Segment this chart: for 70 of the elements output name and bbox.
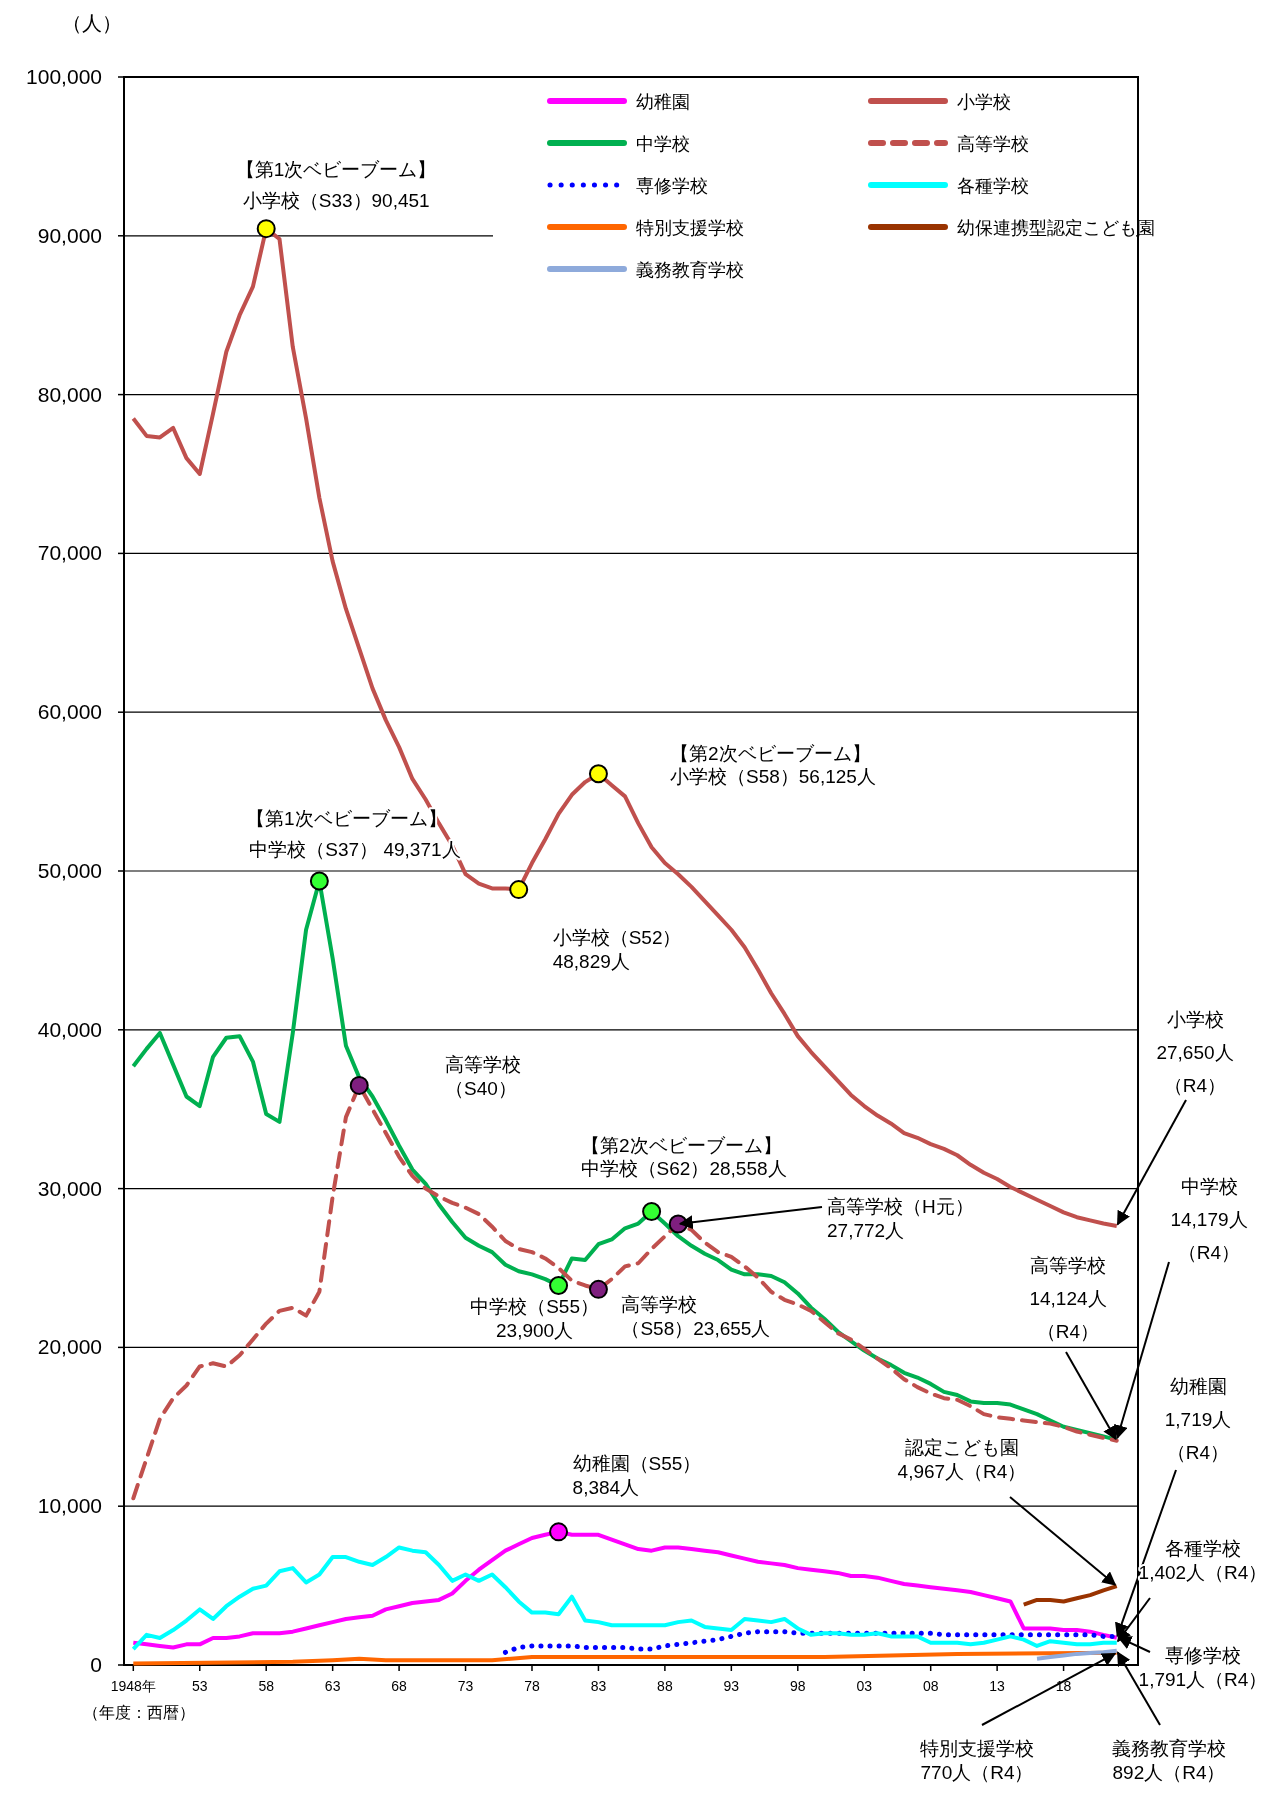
legend-label: 各種学校 [957, 176, 1029, 196]
annotation: 高等学校（S40） [445, 1054, 521, 1099]
annotation: 小学校（S58）56,125人 [670, 766, 876, 787]
x-tick-label: 13 [989, 1678, 1006, 1694]
annotation: 幼稚園1,719人（R4） [1164, 1376, 1232, 1463]
point [588, 1279, 608, 1299]
y-tick-label: 0 [90, 1653, 102, 1676]
x-tick-label: 78 [524, 1678, 540, 1694]
legend-label: 特別支援学校 [636, 218, 744, 238]
x-tick-label: 63 [324, 1678, 341, 1694]
annotation: 各種学校1,402人（R4） [1138, 1538, 1268, 1583]
line-series [131, 1650, 1119, 1666]
legend-label: 小学校 [957, 92, 1011, 112]
annotation: 【第2次ベビーブーム】 [670, 743, 871, 764]
line-series [1021, 1584, 1119, 1607]
point [256, 219, 276, 239]
x-tick-label: 98 [790, 1678, 806, 1694]
annotation: 高等学校（S58）23,655人 [621, 1294, 771, 1340]
point [349, 1075, 369, 1095]
line-series [1035, 1648, 1119, 1661]
x-tick-label: 18 [1055, 1678, 1072, 1694]
annotation: 【第2次ベビーブーム】 [581, 1135, 782, 1156]
y-tick-label: 70,000 [37, 541, 102, 565]
annotation: 小学校（S33）90,451 [242, 189, 430, 211]
annotation: 認定こども園4,967人（R4） [897, 1437, 1027, 1482]
x-tick-label: 58 [258, 1678, 275, 1694]
annotation: 中学校（S55）23,900人 [470, 1296, 599, 1342]
x-tick-label: 03 [856, 1678, 873, 1694]
legend-label: 高等学校 [957, 134, 1029, 154]
annotation: 幼稚園（S55）8,384人 [572, 1452, 702, 1498]
annotation: 高等学校（H元）27,772人 [827, 1196, 974, 1241]
legend-label: 中学校 [636, 134, 690, 154]
y-tick-label: 40,000 [37, 1017, 102, 1041]
x-tick-label: 88 [657, 1678, 673, 1694]
annotation: 専修学校1,791人（R4） [1138, 1645, 1268, 1690]
x-tick-label: 68 [391, 1678, 408, 1694]
annotation: 【第1次ベビーブーム】 [246, 808, 447, 829]
annotation: 【第1次ベビーブーム】 [235, 159, 437, 180]
y-tick-label: 100,000 [26, 65, 102, 88]
point [549, 1275, 569, 1295]
point [642, 1202, 662, 1221]
x-tick-label: 73 [457, 1678, 474, 1694]
x-tick-label: 83 [590, 1678, 607, 1694]
x-tick-label: 53 [191, 1678, 208, 1694]
point [309, 871, 329, 891]
point [509, 880, 529, 900]
y-tick-label: 90,000 [37, 223, 102, 247]
y-tick-label: 10,000 [37, 1494, 102, 1518]
y-tick-label: 30,000 [37, 1176, 102, 1200]
x-tick-label: 1948年 [110, 1678, 156, 1694]
point [549, 1522, 569, 1542]
legend-label: 専修学校 [636, 176, 708, 196]
x-tick-label: 93 [723, 1678, 740, 1694]
y-tick-label: 50,000 [37, 859, 102, 882]
x-tick-label: 08 [922, 1678, 939, 1694]
y-tick-label: 20,000 [37, 1335, 102, 1359]
x-axis-title: （年度：西暦） [83, 1704, 195, 1721]
annotation: 特別支援学校770人（R4） [920, 1738, 1034, 1783]
y-axis-title: （人） [62, 12, 122, 34]
annotation: 中学校14,179人（R4） [1170, 1176, 1248, 1263]
annotation: 中学校（S62）28,558人 [580, 1158, 787, 1180]
y-tick-label: 60,000 [37, 700, 102, 724]
y-tick-label: 80,000 [37, 382, 102, 406]
annotation: 高等学校14,124人（R4） [1029, 1255, 1107, 1342]
annotation: 小学校（S52）48,829人 [552, 926, 682, 972]
legend-label: 義務教育学校 [636, 260, 744, 280]
point [588, 764, 608, 784]
legend-label: 幼稚園 [636, 92, 690, 112]
annotation: 義務教育学校892人（R4） [1112, 1738, 1226, 1783]
annotation: 小学校27,650人（R4） [1156, 1009, 1234, 1096]
